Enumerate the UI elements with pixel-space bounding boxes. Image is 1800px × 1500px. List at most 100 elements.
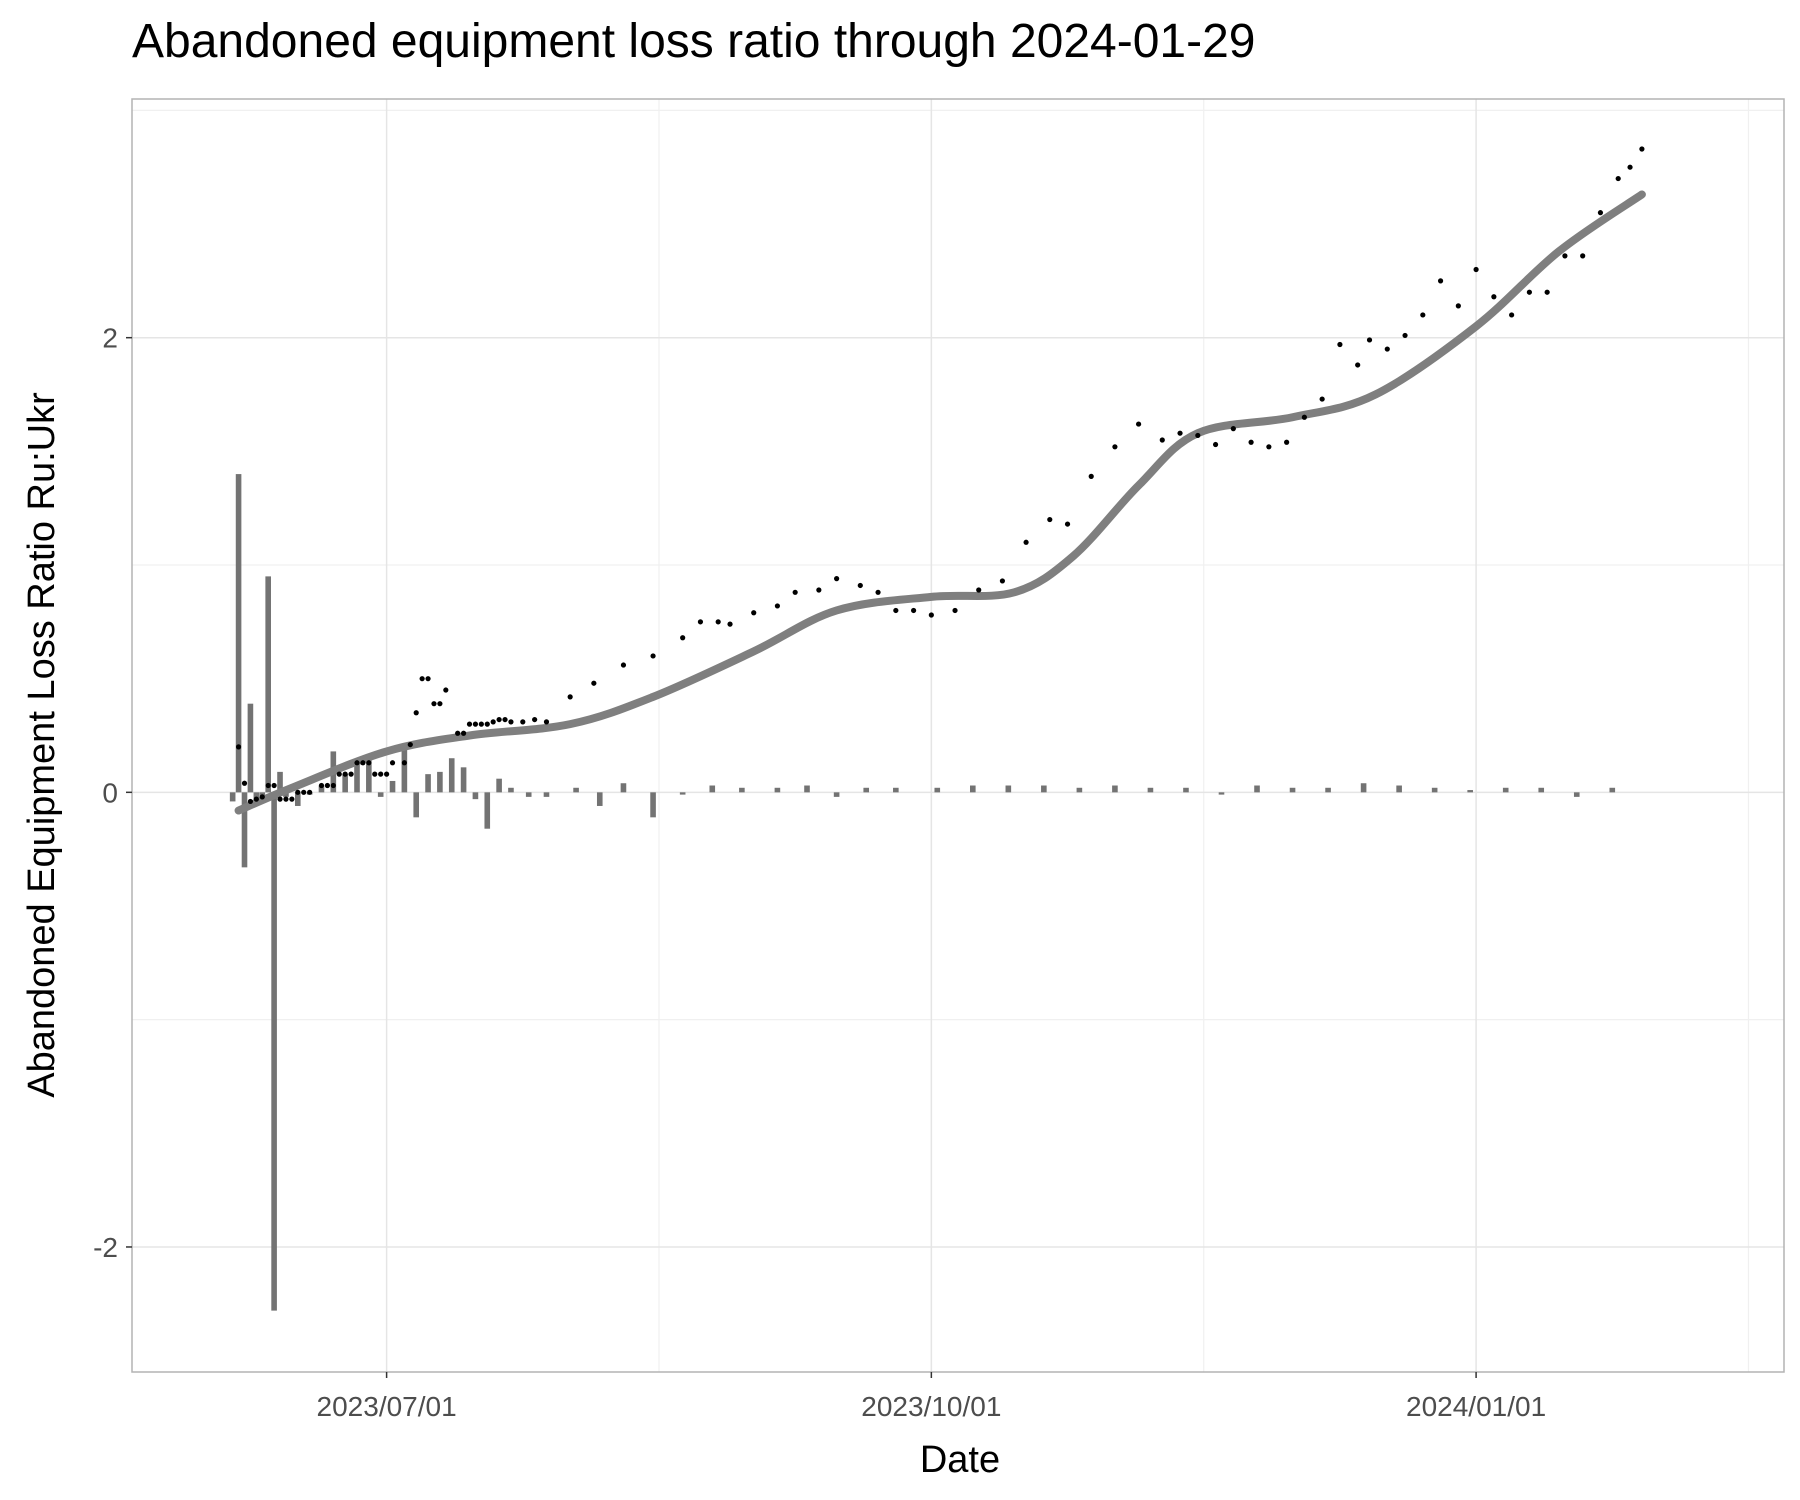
data-point xyxy=(253,796,259,802)
change-bar xyxy=(401,749,408,793)
x-tick-label: 2023/07/01 xyxy=(317,1391,457,1422)
change-bar xyxy=(448,758,455,793)
data-point xyxy=(508,719,514,725)
data-point xyxy=(1301,414,1307,420)
data-point xyxy=(1284,439,1290,445)
data-point xyxy=(401,760,407,766)
bar-series xyxy=(229,474,1616,1311)
data-point xyxy=(1355,362,1361,368)
data-point xyxy=(774,603,781,609)
panel-border xyxy=(131,98,1785,1373)
data-point xyxy=(1384,346,1390,352)
data-point xyxy=(1437,278,1444,284)
data-point xyxy=(366,760,372,766)
change-bar xyxy=(525,792,532,797)
change-bar xyxy=(1218,792,1225,795)
change-bar xyxy=(1325,787,1331,793)
data-point xyxy=(893,607,899,614)
data-point xyxy=(289,796,295,802)
data-point xyxy=(378,771,384,777)
change-bar xyxy=(596,792,603,806)
change-bar xyxy=(620,783,627,793)
data-point xyxy=(484,721,490,727)
data-point xyxy=(1402,332,1408,339)
data-point xyxy=(336,771,342,777)
data-point xyxy=(318,782,325,789)
data-point xyxy=(532,716,538,723)
change-bar xyxy=(277,771,283,793)
data-point xyxy=(437,701,443,707)
change-bar xyxy=(833,792,840,797)
change-bar xyxy=(1076,787,1083,793)
data-point xyxy=(389,760,396,766)
scatter-series xyxy=(235,146,1645,805)
data-point xyxy=(697,619,704,625)
data-point xyxy=(1580,253,1586,259)
data-point xyxy=(348,771,354,777)
data-point xyxy=(466,721,473,727)
data-point xyxy=(342,771,348,777)
change-bar xyxy=(377,792,384,797)
data-point xyxy=(425,676,431,682)
change-bar xyxy=(1147,787,1154,793)
change-bar xyxy=(1467,790,1473,793)
y-tick-label: -2 xyxy=(93,1232,118,1263)
data-point xyxy=(751,610,757,616)
change-bar xyxy=(1538,787,1545,793)
data-point xyxy=(1112,444,1118,450)
data-point xyxy=(591,680,597,686)
x-tick-label: 2024/01/01 xyxy=(1406,1391,1546,1422)
change-bar xyxy=(241,792,248,868)
change-bar xyxy=(1254,785,1260,793)
data-point xyxy=(277,796,283,802)
change-bar xyxy=(934,787,941,793)
data-point xyxy=(330,782,336,789)
data-point xyxy=(1455,303,1461,309)
data-point xyxy=(857,582,863,589)
x-tick-label: 2023/10/01 xyxy=(861,1391,1001,1422)
data-point xyxy=(1627,164,1633,170)
x-axis-ticks: 2023/07/01 2023/10/01 2024/01/01 xyxy=(317,1372,1546,1422)
change-bar xyxy=(354,760,360,793)
data-point xyxy=(1159,437,1165,443)
data-point xyxy=(384,771,390,777)
data-point xyxy=(875,589,881,595)
change-bar xyxy=(863,787,870,793)
change-bar xyxy=(709,785,716,793)
data-point xyxy=(455,730,461,736)
data-point xyxy=(490,719,496,725)
change-bar xyxy=(679,792,686,795)
data-point xyxy=(792,589,798,595)
data-point xyxy=(1195,432,1201,439)
data-point xyxy=(1230,426,1236,432)
data-point xyxy=(543,719,550,725)
change-bar xyxy=(283,792,289,797)
change-bar xyxy=(342,774,348,793)
data-point xyxy=(650,653,656,659)
data-point xyxy=(1135,421,1142,427)
change-bar xyxy=(229,792,236,802)
change-bar xyxy=(543,792,550,797)
change-bar xyxy=(413,792,420,818)
change-bar xyxy=(460,767,467,793)
data-point xyxy=(1248,439,1254,445)
data-point xyxy=(834,576,840,582)
change-bar xyxy=(294,792,301,806)
data-point xyxy=(680,635,686,641)
change-bar xyxy=(1360,783,1367,793)
data-point xyxy=(265,782,271,789)
change-bar xyxy=(1396,785,1402,793)
data-point xyxy=(816,587,822,593)
data-point xyxy=(1639,146,1645,152)
data-point xyxy=(1319,396,1325,402)
x-axis-title: Date xyxy=(920,1439,1000,1481)
data-point xyxy=(413,710,419,716)
data-point xyxy=(999,578,1006,584)
data-point xyxy=(1615,175,1621,182)
chart-title: Abandoned equipment loss ratio through 2… xyxy=(132,15,1256,68)
data-point xyxy=(307,789,313,795)
data-point xyxy=(910,607,917,614)
data-point xyxy=(1420,312,1426,318)
data-point xyxy=(1023,539,1029,545)
